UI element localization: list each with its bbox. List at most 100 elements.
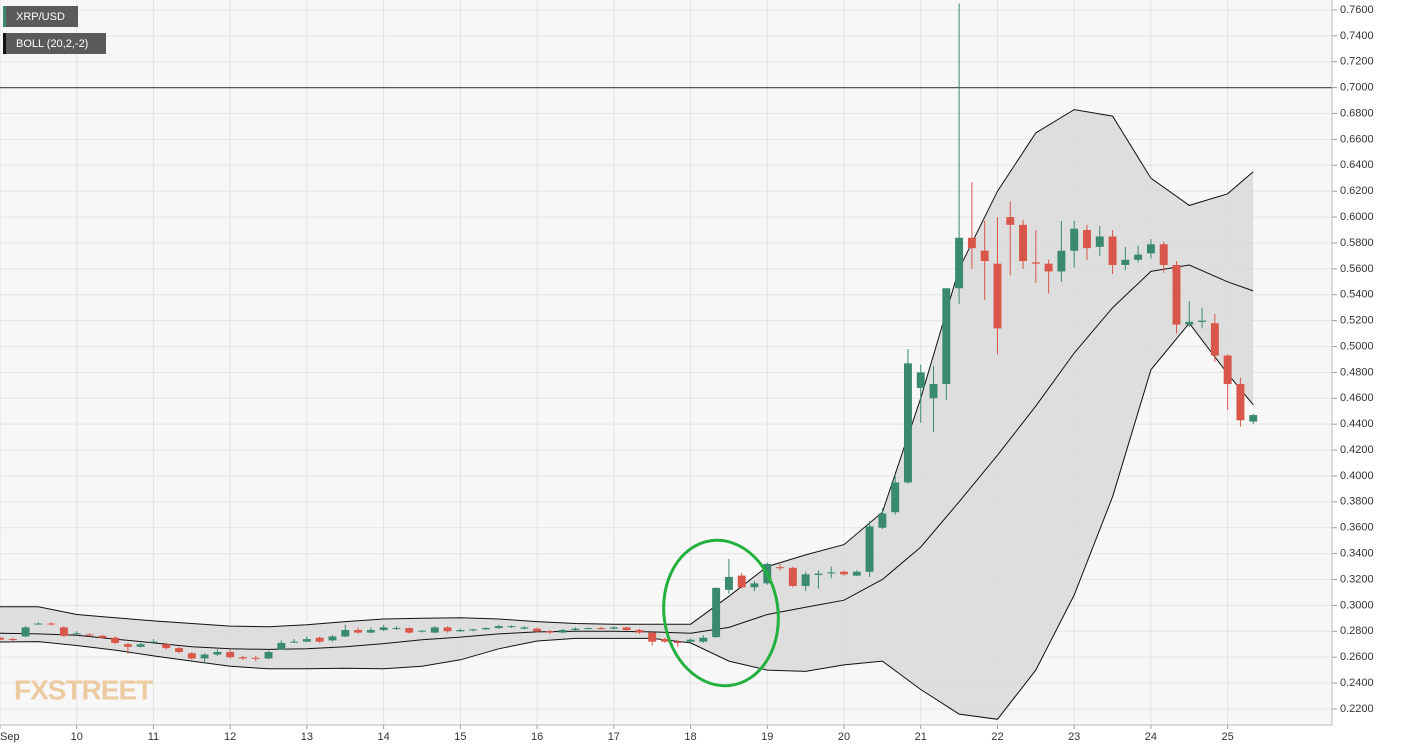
y-tick-label: 0.3000: [1340, 599, 1374, 611]
candle-body: [1134, 254, 1143, 260]
candle-body: [1146, 244, 1155, 254]
candle-body: [750, 583, 759, 588]
legend-box: [3, 33, 106, 54]
candle-body: [366, 629, 375, 633]
candle-body: [418, 630, 426, 632]
y-tick-label: 0.7000: [1340, 82, 1374, 94]
candle-body: [59, 627, 68, 636]
candle-body: [955, 237, 964, 289]
band-fill: [0, 109, 1254, 720]
candle-body: [1210, 323, 1219, 356]
y-tick-label: 0.5800: [1340, 237, 1374, 249]
candle-body: [1159, 244, 1168, 265]
y-tick-label: 0.6200: [1340, 185, 1374, 197]
candle-body: [1121, 259, 1130, 265]
y-tick-label: 0.6600: [1340, 133, 1374, 145]
candle-body: [993, 263, 1002, 329]
candle-body: [673, 641, 682, 643]
candle-body: [111, 637, 120, 643]
y-tick-label: 0.3600: [1340, 522, 1374, 534]
candle-body: [277, 642, 286, 650]
x-tick-label: 21: [915, 731, 927, 743]
y-tick-label: 0.5600: [1340, 263, 1374, 275]
candle-body: [878, 513, 887, 528]
x-tick-label: 23: [1068, 731, 1080, 743]
y-tick-label: 0.7200: [1340, 56, 1374, 68]
candle-body: [85, 634, 94, 636]
candle-body: [149, 641, 158, 643]
candle-body: [405, 628, 414, 633]
candle-body: [980, 250, 989, 262]
candle-body: [8, 639, 17, 641]
candle-body: [712, 587, 721, 638]
candle-body: [213, 651, 222, 655]
legend-box: [3, 6, 78, 27]
candle-body: [942, 288, 951, 385]
candle-body: [840, 571, 848, 575]
candle-body: [239, 657, 247, 659]
candle-body: [430, 627, 439, 633]
candle-body: [226, 651, 235, 658]
y-tick-label: 0.2800: [1340, 625, 1374, 637]
legend-swatch: [3, 6, 6, 27]
candle-body: [0, 637, 4, 640]
candle-body: [776, 567, 785, 569]
candle-body: [162, 644, 171, 649]
candle-body: [891, 482, 900, 513]
candle-body: [558, 629, 567, 633]
band-lower: [0, 322, 1254, 720]
x-tick-label: 25: [1222, 731, 1234, 743]
y-tick-label: 0.2200: [1340, 703, 1374, 715]
x-tick-label: 16: [531, 731, 543, 743]
candle-body: [1223, 355, 1232, 385]
legend-indicator: BOLL (20,2,-2): [16, 38, 88, 50]
candle-body: [597, 628, 605, 630]
x-tick-label: 10: [71, 731, 83, 743]
candle-body: [34, 623, 43, 625]
candle-body: [290, 641, 299, 643]
x-tick-label: 22: [991, 731, 1003, 743]
candle-body: [545, 631, 554, 633]
candle-body: [699, 637, 708, 642]
candle-body: [251, 657, 260, 659]
candle-body: [852, 571, 861, 576]
x-tick-label: 18: [684, 731, 696, 743]
candle-body: [392, 628, 401, 630]
candle-body: [827, 572, 836, 574]
candle-body: [456, 629, 465, 632]
y-tick-label: 0.6000: [1340, 211, 1374, 223]
x-tick-label: 17: [608, 731, 620, 743]
bollinger-bands: [0, 109, 1254, 720]
candle-body: [443, 627, 452, 632]
candle-body: [520, 627, 529, 629]
y-tick-label: 0.4800: [1340, 366, 1374, 378]
candle-body: [737, 575, 746, 588]
candle-body: [648, 632, 657, 642]
candle-body: [123, 644, 132, 647]
y-tick-label: 0.4600: [1340, 392, 1374, 404]
x-tick-label: 14: [378, 731, 390, 743]
y-tick-label: 0.4400: [1340, 418, 1374, 430]
legend-series: XRP/USD: [16, 11, 65, 23]
y-tick-label: 0.3800: [1340, 496, 1374, 508]
candle-body: [814, 573, 823, 575]
candle-body: [865, 526, 874, 572]
candle-body: [916, 372, 925, 388]
y-tick-label: 0.7400: [1340, 30, 1374, 42]
candle-body: [1057, 250, 1066, 272]
y-tick-label: 0.3200: [1340, 573, 1374, 585]
candle-body: [1019, 224, 1028, 262]
candle-body: [1070, 228, 1079, 251]
y-tick-label: 0.2400: [1340, 677, 1374, 689]
candle-body: [801, 574, 810, 586]
candle-body: [341, 629, 350, 637]
candle-body: [533, 628, 542, 632]
candle-body: [354, 629, 363, 633]
candle-body: [1198, 320, 1207, 322]
candle-body: [686, 639, 695, 642]
y-tick-label: 0.7600: [1340, 4, 1374, 16]
candle-body: [469, 629, 478, 631]
candle-body: [903, 363, 912, 483]
candle-body: [136, 644, 145, 647]
